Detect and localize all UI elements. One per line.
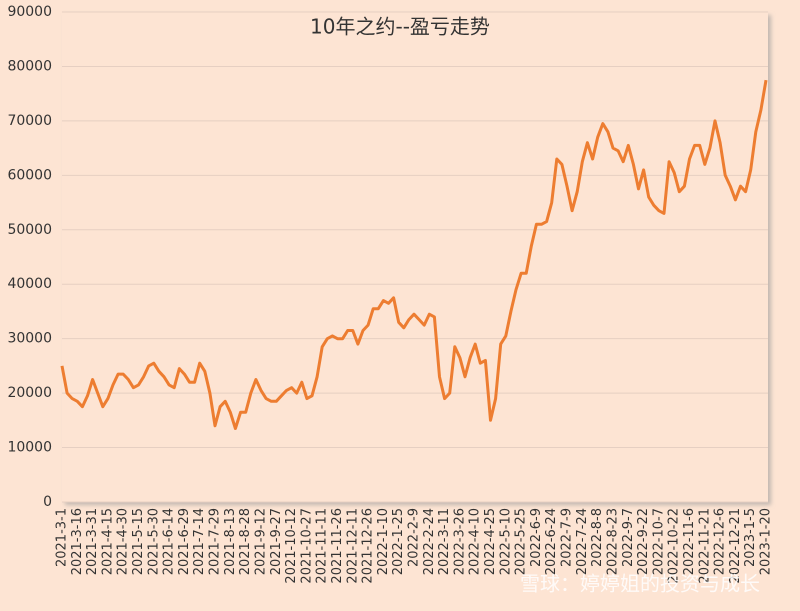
x-tick-label: 2022-8-23 — [605, 508, 620, 575]
x-tick-label: 2022-12-21 — [728, 508, 743, 584]
y-tick-label: 30000 — [7, 331, 52, 347]
x-tick-label: 2022-9-7 — [621, 508, 636, 567]
y-tick-label: 90000 — [7, 4, 52, 20]
x-tick-label: 2022-1-25 — [391, 508, 406, 575]
y-tick-label: 40000 — [7, 276, 52, 292]
x-tick-label: 2022-2-9 — [407, 508, 422, 567]
data-line — [60, 79, 768, 430]
x-tick-label: 2021-3-31 — [85, 508, 100, 575]
x-tick-label: 2022-10-7 — [651, 508, 666, 575]
x-tick-label: 2022-4-10 — [468, 508, 483, 575]
x-tick-label: 2021-6-29 — [177, 508, 192, 575]
x-tick-label: 2023-1-20 — [759, 508, 774, 575]
x-tick-label: 2022-12-6 — [713, 508, 728, 575]
y-tick-label: 50000 — [7, 222, 52, 238]
x-tick-label: 2022-6-9 — [529, 508, 544, 567]
x-tick-label: 2021-8-28 — [238, 508, 253, 575]
x-tick-label: 2021-8-13 — [223, 508, 238, 575]
x-tick-label: 2021-12-11 — [345, 508, 360, 584]
x-tick-label: 2021-3-1 — [55, 508, 70, 567]
x-tick-label: 2022-11-6 — [682, 508, 697, 575]
x-tick-label: 2022-9-22 — [636, 508, 651, 575]
x-tick-label: 2022-5-10 — [498, 508, 513, 575]
x-tick-label: 2021-7-29 — [208, 508, 223, 575]
x-tick-label: 2021-9-12 — [253, 508, 268, 575]
x-tick-label: 2021-5-30 — [146, 508, 161, 575]
x-tick-label: 2022-7-24 — [575, 508, 590, 575]
y-tick-label: 60000 — [7, 167, 52, 183]
x-tick-label: 2022-3-26 — [452, 508, 467, 575]
y-tick-label: 20000 — [7, 385, 52, 401]
x-tick-label: 2021-4-15 — [100, 508, 115, 575]
y-tick-label: 10000 — [7, 440, 52, 456]
x-tick-label: 2022-4-25 — [483, 508, 498, 575]
x-tick-label: 2022-8-8 — [590, 508, 605, 567]
x-tick-label: 2021-11-26 — [330, 508, 345, 584]
y-tick-label: 80000 — [7, 58, 52, 74]
chart-title: 10年之约--盈亏走势 — [310, 15, 490, 39]
x-tick-label: 2022-10-22 — [667, 508, 682, 584]
x-tick-label: 2022-1-10 — [376, 508, 391, 575]
x-tick-label: 2021-5-15 — [131, 508, 146, 575]
x-tick-label: 2021-4-30 — [116, 508, 131, 575]
x-tick-label: 2021-6-14 — [162, 508, 177, 575]
x-tick-label: 2021-9-27 — [269, 508, 284, 575]
y-tick-label: 0 — [43, 494, 52, 510]
watermark: 雪球：婷婷姐的投资与成长 — [520, 572, 760, 596]
y-tick-label: 70000 — [7, 113, 52, 129]
x-tick-label: 2021-11-11 — [315, 508, 330, 584]
x-tick-label: 2021-10-27 — [299, 508, 314, 584]
plot-area — [62, 12, 768, 502]
x-tick-label: 2021-3-16 — [70, 508, 85, 575]
x-tick-label: 2021-10-12 — [284, 508, 299, 584]
x-tick-label: 2022-7-9 — [560, 508, 575, 567]
x-tick-label: 2021-12-26 — [361, 508, 376, 584]
x-tick-label: 2022-6-24 — [544, 508, 559, 575]
x-tick-label: 2022-5-25 — [514, 508, 529, 575]
x-tick-label: 2023-1-5 — [743, 508, 758, 567]
x-tick-label: 2022-3-11 — [437, 508, 452, 575]
x-tick-label: 2022-2-24 — [422, 508, 437, 575]
x-tick-label: 2021-7-14 — [192, 508, 207, 575]
x-tick-label: 2022-11-21 — [697, 508, 712, 584]
